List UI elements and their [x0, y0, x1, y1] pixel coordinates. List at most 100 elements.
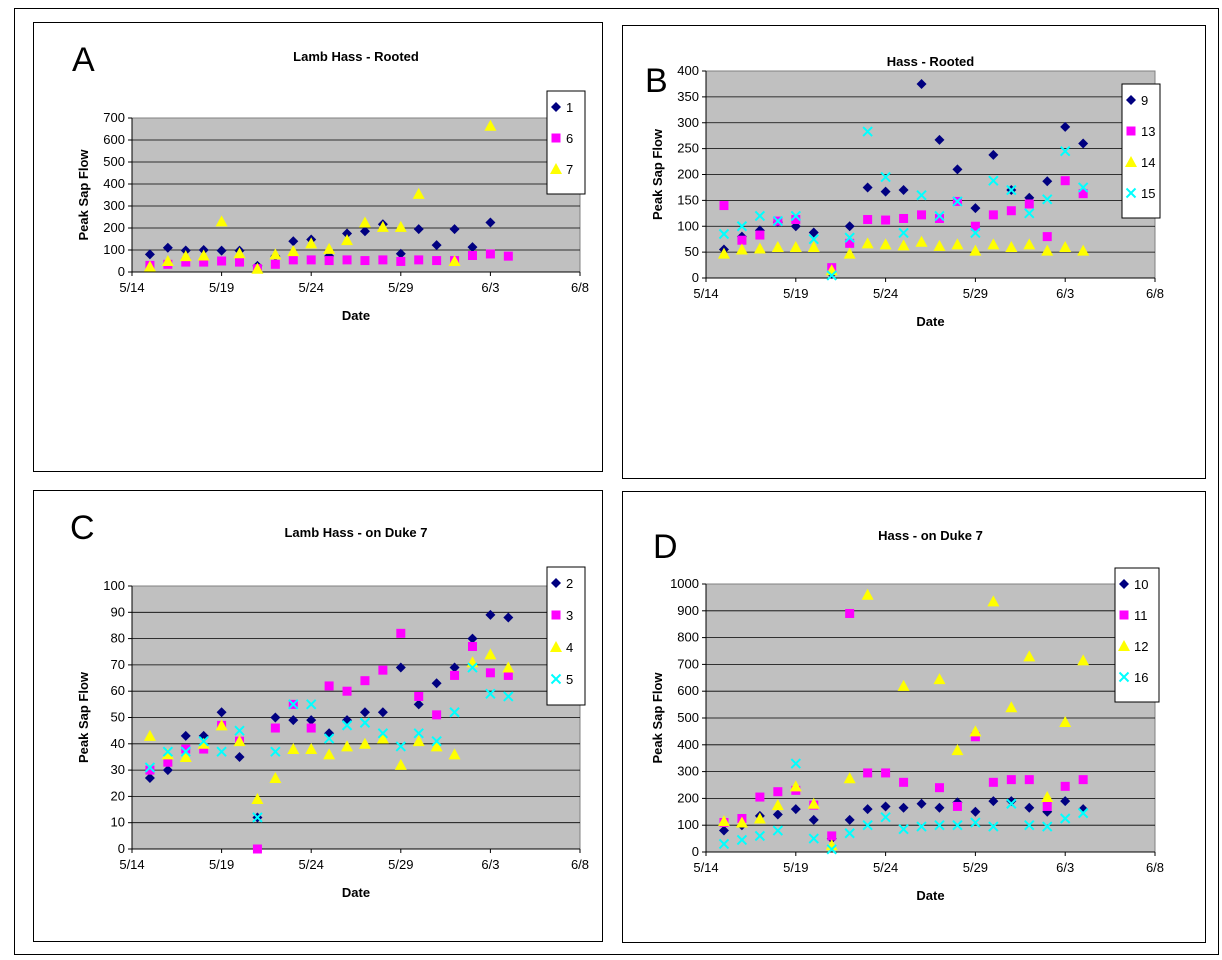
x-tick-label: 5/14: [119, 857, 144, 872]
data-point: [215, 719, 228, 731]
y-tick-label: 600: [677, 683, 699, 698]
data-point: [1006, 798, 1017, 809]
x-tick-label: 5/19: [209, 857, 234, 872]
data-point: [216, 707, 227, 718]
series-15: [718, 126, 1089, 281]
data-point: [359, 717, 371, 728]
chart-title: Lamb Hass - on Duke 7: [284, 525, 427, 540]
data-point: [1077, 807, 1089, 819]
data-point: [988, 821, 999, 832]
data-point: [234, 725, 245, 736]
y-tick-label: 20: [111, 788, 125, 803]
y-tick-label: 150: [677, 192, 699, 207]
data-point: [845, 238, 855, 248]
data-point: [467, 662, 478, 673]
data-point: [467, 641, 477, 651]
data-point: [952, 196, 963, 207]
data-point: [449, 224, 460, 235]
data-point: [143, 729, 156, 741]
data-point: [1024, 819, 1035, 831]
data-point: [735, 816, 748, 828]
y-axis-label: Peak Sap Flow: [76, 149, 91, 241]
y-tick-label: 70: [111, 657, 125, 672]
data-point: [790, 804, 801, 815]
data-point: [485, 249, 495, 259]
data-point: [1005, 701, 1018, 713]
data-point: [952, 801, 962, 811]
data-point: [880, 171, 891, 183]
data-point: [1060, 781, 1070, 791]
y-axis-label: Peak Sap Flow: [650, 128, 665, 220]
x-tick-label: 6/3: [1056, 860, 1074, 875]
data-point: [413, 224, 424, 235]
data-point: [198, 735, 209, 747]
data-point: [880, 801, 891, 812]
data-point: [755, 230, 765, 240]
data-point: [808, 227, 819, 238]
data-point: [378, 665, 388, 675]
legend-marker: [1125, 187, 1137, 199]
data-point: [197, 737, 210, 749]
data-point: [431, 735, 442, 747]
legend-label: 3: [566, 608, 573, 623]
data-point: [898, 802, 909, 813]
data-point: [988, 210, 998, 220]
data-point: [1006, 206, 1016, 216]
data-point: [233, 247, 246, 259]
data-point: [719, 201, 729, 211]
data-point: [394, 758, 407, 770]
x-tick-label: 5/19: [209, 280, 234, 295]
y-tick-label: 350: [677, 89, 699, 104]
data-point: [305, 699, 317, 710]
data-point: [987, 595, 1000, 607]
y-tick-label: 700: [677, 656, 699, 671]
data-point: [1059, 240, 1072, 252]
data-point: [396, 628, 406, 638]
data-point: [934, 210, 945, 222]
data-point: [288, 255, 298, 265]
series-7: [143, 119, 497, 274]
x-tick-label: 5/29: [388, 857, 413, 872]
data-point: [916, 821, 927, 832]
data-point: [430, 740, 443, 752]
data-point: [987, 238, 1000, 250]
y-tick-label: 300: [677, 115, 699, 130]
legend-label: 7: [566, 162, 573, 177]
data-point: [933, 673, 946, 685]
data-point: [288, 715, 299, 726]
data-point: [233, 735, 246, 747]
data-point: [861, 588, 874, 600]
data-point: [395, 662, 406, 673]
data-point: [1006, 775, 1016, 785]
data-point: [324, 681, 334, 691]
data-point: [988, 796, 999, 807]
y-tick-label: 0: [692, 270, 699, 285]
chart-svg: A Lamb Hass - Rooted 0 100 200 300 400 500 600 70…: [72, 41, 589, 323]
data-point: [323, 748, 336, 760]
data-point: [288, 699, 299, 710]
data-point: [1078, 189, 1088, 199]
y-tick-label: 300: [677, 764, 699, 779]
data-point: [736, 221, 748, 232]
legend-marker: [1125, 156, 1137, 167]
data-point: [897, 679, 910, 691]
data-point: [484, 648, 497, 660]
x-tick-label: 6/8: [571, 280, 589, 295]
data-point: [772, 215, 784, 227]
data-point: [288, 236, 299, 247]
data-point: [844, 221, 855, 232]
x-tick-label: 5/24: [873, 286, 898, 301]
data-point: [467, 251, 477, 260]
data-point: [1077, 244, 1090, 256]
data-point: [270, 259, 280, 269]
data-point: [916, 798, 927, 809]
data-point: [251, 793, 264, 805]
data-point: [988, 175, 999, 186]
data-point: [862, 819, 873, 831]
data-point: [235, 257, 245, 267]
data-point: [162, 242, 173, 253]
data-point: [161, 255, 174, 266]
x-axis-label: Date: [916, 314, 944, 329]
y-tick-label: 400: [677, 63, 699, 78]
data-point: [145, 765, 155, 775]
